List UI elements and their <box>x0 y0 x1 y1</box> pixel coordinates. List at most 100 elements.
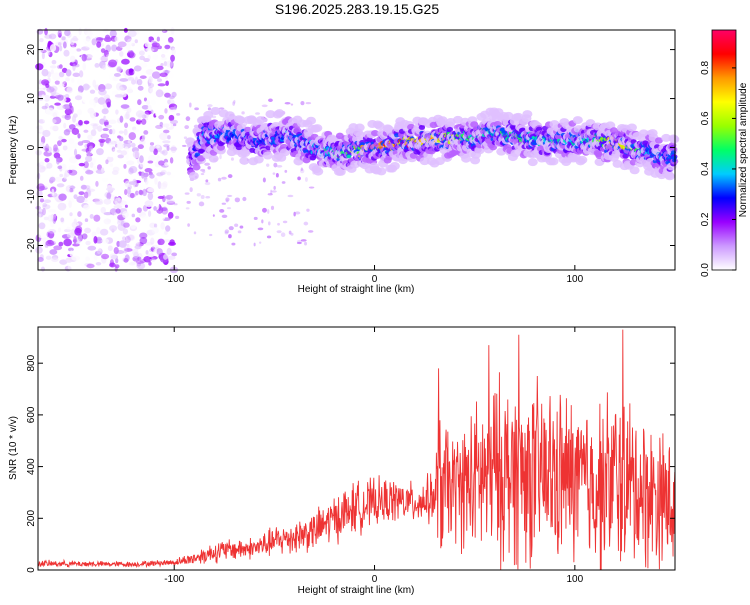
spectrogram-noise-mark <box>116 250 125 255</box>
spectrogram-noise-mark <box>46 86 55 93</box>
spectrogram-noise-mark <box>143 57 150 63</box>
spectrogram-noise-mark <box>158 160 165 166</box>
spectrogram-noise-mark <box>38 161 45 166</box>
spectrogram-noise-mark <box>138 189 143 195</box>
spectrogram-noise-mark <box>118 130 124 134</box>
spectrogram-ridge-mark <box>235 116 246 125</box>
spectrogram-noise-mark <box>152 54 159 60</box>
spectrogram-noise-mark <box>81 46 90 51</box>
spectrogram-noise-mark <box>69 250 74 257</box>
spectrogram-x-tick-label: -100 <box>164 274 184 285</box>
snr-y-ticks: 0 200 400 600 800 <box>26 354 675 573</box>
spectrogram-noise-mark <box>156 144 160 149</box>
spectrogram-noise-mark <box>103 211 113 216</box>
spectrogram-noise-mark <box>40 266 45 272</box>
spectrogram-noise-mark <box>82 84 91 89</box>
spectrogram-noise-mark <box>200 173 205 176</box>
spectrogram-noise-mark <box>85 170 94 175</box>
spectrogram-noise-mark <box>42 129 51 138</box>
spectrogram-noise-mark <box>103 115 107 123</box>
spectrogram-ridge-mark <box>239 156 250 165</box>
spectrogram-noise-mark <box>78 27 82 36</box>
spectrogram-ridge-mark <box>376 167 387 176</box>
spectrogram-noise-mark <box>120 104 130 109</box>
spectrogram-noise-mark <box>116 142 125 150</box>
spectrogram-noise-mark <box>96 164 103 171</box>
spectrogram-noise-mark <box>153 206 157 211</box>
spectrogram-noise-mark <box>164 230 168 235</box>
spectrogram-ridge-mark <box>527 158 538 167</box>
spectrogram-noise-mark <box>149 60 154 65</box>
spectrogram-noise-mark <box>90 129 97 137</box>
spectrogram-noise-mark <box>69 212 73 217</box>
spectrogram-noise-mark <box>105 53 115 60</box>
spectrogram-x-tick-label: 0 <box>372 274 378 285</box>
spectrogram-noise-mark <box>82 62 87 71</box>
spectrogram-ridge-mark <box>313 167 324 176</box>
spectrogram-noise-mark <box>76 195 86 204</box>
spectrogram-noise-mark <box>35 149 42 156</box>
colorbar-gradient <box>711 29 737 271</box>
spectrogram-noise-mark <box>147 82 155 88</box>
spectrogram-noise-mark <box>147 187 155 193</box>
spectrogram-noise-mark <box>174 105 177 110</box>
spectrogram-noise-mark <box>41 68 49 77</box>
spectrogram-noise-mark <box>84 227 92 234</box>
spectrogram-noise-mark <box>304 241 307 246</box>
spectrogram-noise-mark <box>224 231 229 235</box>
spectrogram-noise-mark <box>95 180 99 187</box>
spectrogram-noise-mark <box>113 72 121 77</box>
spectrogram-noise-mark <box>43 216 50 221</box>
spectrogram-noise-mark <box>64 29 71 37</box>
spectrogram-noise-mark <box>67 197 75 204</box>
spectrogram-noise-mark <box>123 128 128 136</box>
spectrogram-noise-layer <box>34 26 316 274</box>
snr-y-label: SNR (10 * v/v) <box>8 416 19 480</box>
spectrogram-noise-mark <box>132 126 137 131</box>
spectrogram-noise-mark <box>65 104 71 110</box>
spectrogram-noise-mark <box>237 230 242 234</box>
spectrogram-noise-mark <box>68 138 75 145</box>
spectrogram-noise-mark <box>304 177 308 182</box>
spectrogram-noise-mark <box>168 95 175 100</box>
spectrogram-noise-mark <box>136 119 142 125</box>
spectrogram-noise-mark <box>74 95 83 101</box>
snr-series-line <box>37 329 676 570</box>
spectrogram-noise-mark <box>181 144 187 147</box>
spectrogram-noise-mark <box>163 61 168 67</box>
spectrogram-noise-mark <box>126 186 131 195</box>
spectrogram-noise-mark <box>79 70 84 78</box>
spectrogram-noise-mark <box>224 229 230 234</box>
spectrogram-ridge-mark <box>671 155 677 160</box>
spectrogram-noise-mark <box>36 125 43 130</box>
spectrogram-noise-mark <box>139 184 149 190</box>
spectrogram-noise-mark <box>267 193 273 196</box>
spectrogram-ridge-mark <box>474 146 485 155</box>
spectrogram-noise-mark <box>65 77 70 82</box>
spectrogram-noise-mark <box>108 140 116 149</box>
spectrogram-ridge-mark <box>626 123 637 132</box>
spectrogram-noise-mark <box>277 222 280 226</box>
spectrogram-noise-mark <box>221 214 228 218</box>
spectrogram-noise-mark <box>154 177 158 185</box>
spectrogram-ridge-mark <box>306 116 317 125</box>
spectrogram-noise-mark <box>61 36 66 41</box>
chart-title: S196.2025.283.19.15.G25 <box>275 1 439 17</box>
spectrogram-noise-mark <box>290 103 294 106</box>
spectrogram-noise-mark <box>184 125 190 130</box>
spectrogram-noise-mark <box>129 192 135 199</box>
spectrogram-noise-mark <box>121 208 128 212</box>
spectrogram-noise-mark <box>99 56 109 62</box>
spectrogram-noise-mark <box>70 105 74 114</box>
spectrogram-ridge-mark <box>265 110 276 119</box>
spectrogram-noise-mark <box>204 181 211 186</box>
spectrogram-noise-mark <box>82 95 89 104</box>
spectrogram-noise-mark <box>268 221 271 226</box>
spectrogram-noise-mark <box>124 188 128 196</box>
spectrogram-noise-mark <box>147 253 155 258</box>
spectrogram-ridge-mark <box>548 157 559 166</box>
spectrogram-noise-mark <box>157 238 165 246</box>
spectrogram-noise-mark <box>221 202 227 205</box>
spectrogram-noise-mark <box>141 118 147 125</box>
